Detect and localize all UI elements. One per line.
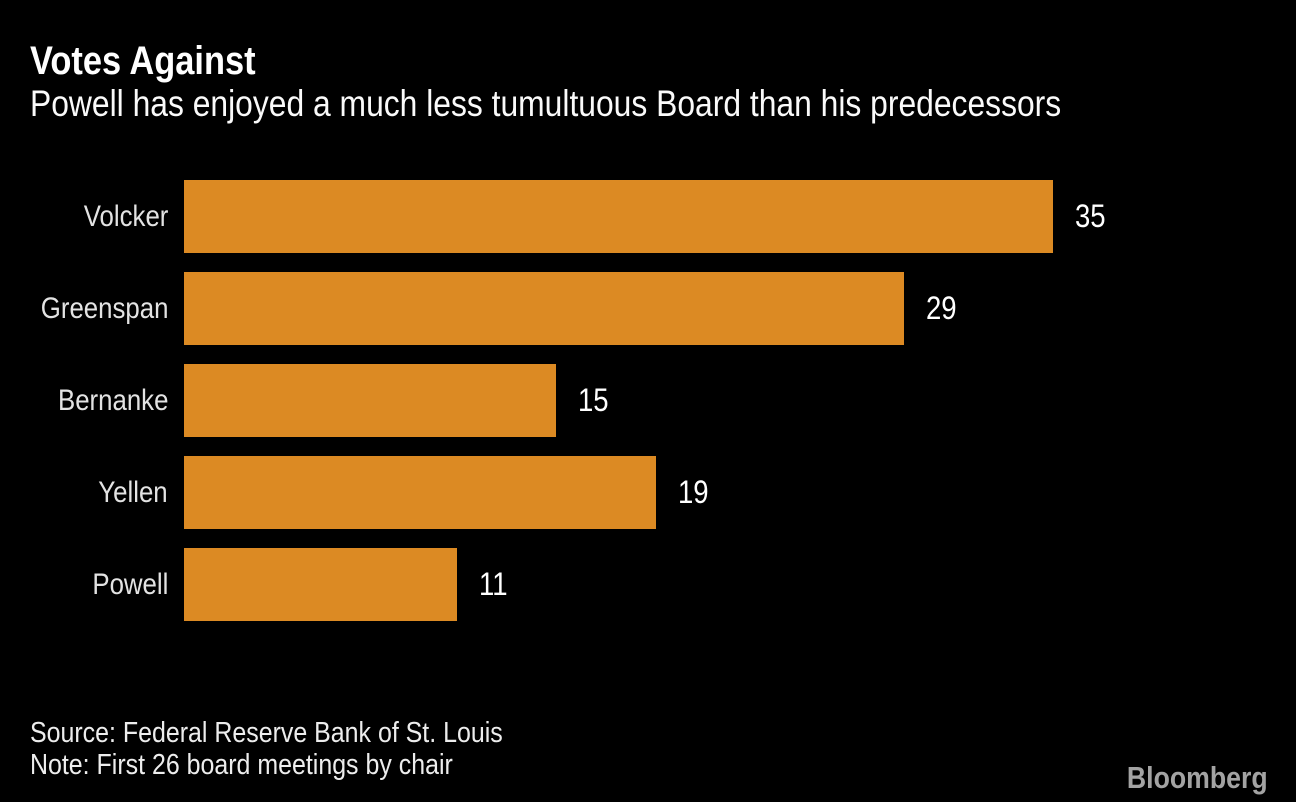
bar-chart: Volcker 35 Greenspan 29 Bernanke 15 Yell… bbox=[0, 180, 1296, 640]
bar bbox=[184, 548, 457, 621]
bar-label: Bernanke bbox=[57, 383, 168, 417]
bar-label: Yellen bbox=[98, 475, 168, 509]
bar-value: 35 bbox=[1075, 198, 1106, 234]
source-line: Source: Federal Reserve Bank of St. Loui… bbox=[30, 717, 503, 749]
bar-value: 15 bbox=[578, 382, 609, 418]
note-line: Note: First 26 board meetings by chair bbox=[30, 749, 453, 781]
bar-row: Yellen 19 bbox=[0, 456, 1296, 529]
bloomberg-logo: Bloomberg bbox=[1127, 760, 1268, 795]
bar-value: 11 bbox=[479, 566, 508, 602]
bar-label: Greenspan bbox=[40, 291, 168, 325]
bar-value: 29 bbox=[926, 290, 957, 326]
bar-row: Volcker 35 bbox=[0, 180, 1296, 253]
bar-label: Powell bbox=[91, 567, 168, 601]
bar bbox=[184, 272, 904, 345]
chart-subtitle: Powell has enjoyed a much less tumultuou… bbox=[30, 83, 1062, 124]
bar bbox=[184, 456, 656, 529]
source-block: Source: Federal Reserve Bank of St. Loui… bbox=[30, 717, 580, 781]
bar bbox=[184, 364, 556, 437]
bar-row: Greenspan 29 bbox=[0, 272, 1296, 345]
bar-row: Powell 11 bbox=[0, 548, 1296, 621]
bar bbox=[184, 180, 1053, 253]
bar-row: Bernanke 15 bbox=[0, 364, 1296, 437]
bar-label: Volcker bbox=[83, 199, 168, 233]
chart-title: Votes Against bbox=[30, 39, 256, 83]
bar-value: 19 bbox=[678, 474, 709, 510]
